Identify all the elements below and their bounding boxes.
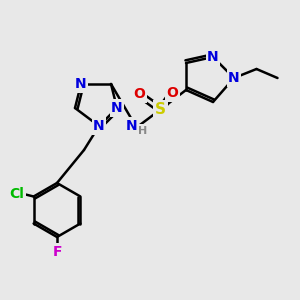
Text: H: H [138,125,147,136]
Text: N: N [207,50,219,64]
Text: N: N [126,119,138,133]
Text: O: O [134,88,146,101]
Text: N: N [228,71,240,85]
Text: N: N [93,119,105,133]
Text: O: O [167,86,178,100]
Text: S: S [155,102,166,117]
Text: Cl: Cl [10,187,25,200]
Text: F: F [52,245,62,259]
Text: N: N [111,101,123,115]
Text: N: N [75,77,87,91]
